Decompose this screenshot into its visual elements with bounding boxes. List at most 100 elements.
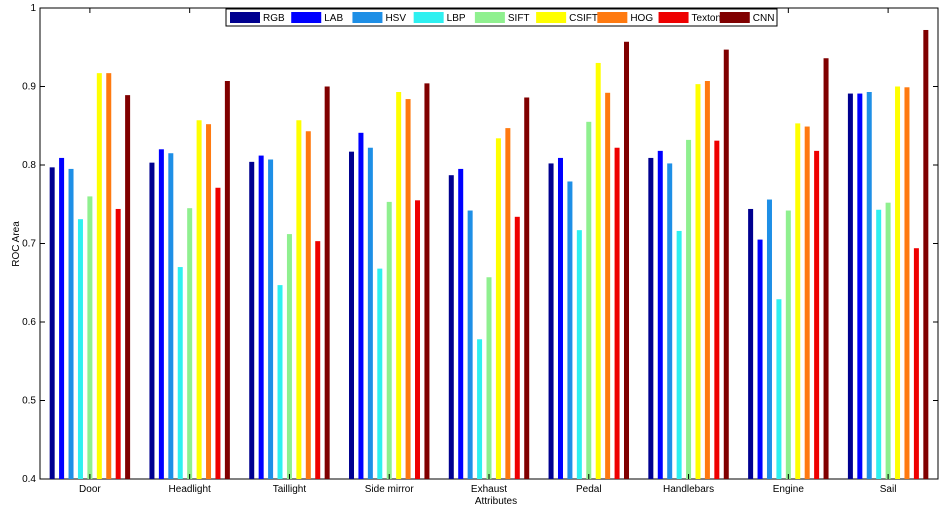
bar — [785, 210, 791, 479]
bar — [386, 201, 392, 479]
bar — [268, 159, 274, 479]
bar — [714, 140, 720, 480]
bar — [115, 208, 121, 479]
legend-swatch — [413, 12, 444, 23]
bar — [305, 131, 311, 479]
y-tick-label: 0.5 — [22, 396, 36, 407]
bar — [324, 86, 330, 479]
ticks: 0.4 0.5 0.6 0.7 0.8 0.9 1 Door Headlight Tailligh… — [22, 3, 938, 495]
bar — [215, 187, 221, 479]
bar — [224, 81, 230, 479]
bar — [358, 132, 364, 479]
bar — [885, 202, 891, 479]
y-tick-label: 0.6 — [22, 317, 36, 328]
legend-label: LAB — [324, 13, 343, 24]
y-axis-label: ROC Area — [11, 221, 22, 267]
x-tick-label: Engine — [773, 484, 805, 495]
legend-label: HSV — [385, 13, 406, 24]
bar — [77, 219, 83, 480]
bar — [187, 208, 193, 479]
y-tick-label: 0.8 — [22, 160, 36, 171]
x-tick-label: Headlight — [169, 484, 211, 495]
bar — [448, 175, 454, 479]
bar — [614, 147, 620, 480]
x-tick-label: Handlebars — [663, 484, 714, 495]
bar — [814, 150, 820, 479]
bar — [467, 210, 473, 479]
bar — [315, 241, 321, 479]
bar — [396, 92, 402, 479]
legend-label: HOG — [630, 13, 653, 24]
legend-swatch — [474, 12, 505, 23]
legend: RGB LAB HSV LBP SIFT CSIFT HOG Texton CNN — [225, 8, 778, 27]
bar — [895, 86, 901, 479]
bar — [524, 97, 530, 480]
bar — [723, 49, 729, 480]
bar — [68, 168, 74, 480]
bar — [514, 216, 520, 479]
bar — [704, 81, 710, 479]
bar — [458, 168, 464, 480]
legend-swatch — [536, 12, 567, 23]
bar — [648, 157, 654, 479]
bar — [866, 92, 872, 479]
bar — [776, 299, 782, 479]
y-tick-label: 0.4 — [22, 474, 36, 485]
bar — [249, 161, 255, 480]
bar — [676, 230, 682, 479]
x-tick-label: Sail — [880, 484, 897, 495]
x-tick-label: Door — [79, 484, 101, 495]
legend-label: Texton — [692, 13, 721, 24]
bar — [424, 83, 430, 480]
bar — [349, 151, 355, 479]
bar — [876, 209, 882, 479]
bar — [857, 93, 863, 479]
bar — [106, 73, 112, 480]
bar — [168, 153, 174, 480]
y-tick-label: 1 — [30, 3, 36, 14]
bar — [277, 285, 283, 479]
x-axis-label: Attributes — [475, 496, 517, 507]
bar — [748, 208, 754, 479]
bar — [657, 150, 663, 479]
bar — [477, 339, 483, 479]
bar — [367, 147, 373, 480]
bar — [605, 92, 611, 479]
bar — [695, 84, 701, 479]
bar — [59, 157, 65, 479]
bar — [913, 248, 919, 479]
bar — [87, 196, 93, 479]
legend-swatch — [291, 12, 322, 23]
bar — [96, 73, 102, 480]
bar — [586, 121, 592, 479]
bar — [495, 138, 501, 479]
bar — [296, 120, 302, 479]
bar — [567, 181, 573, 480]
bars — [49, 29, 929, 480]
bar — [757, 239, 763, 479]
legend-swatch — [719, 12, 750, 23]
legend-swatch — [352, 12, 383, 23]
bar — [196, 120, 202, 479]
legend-swatch — [230, 12, 260, 23]
legend-label: SIFT — [508, 13, 530, 24]
bar — [795, 123, 801, 479]
bar — [206, 124, 212, 480]
bar — [505, 128, 511, 480]
bar — [766, 199, 772, 480]
bar — [823, 58, 829, 480]
legend-label: RGB — [263, 13, 285, 24]
bar — [177, 267, 183, 479]
bar — [904, 87, 910, 479]
bar — [149, 162, 155, 479]
bar — [49, 167, 55, 479]
bar — [595, 62, 601, 479]
legend-label: CNN — [753, 13, 775, 24]
x-tick-label: Taillight — [273, 484, 307, 495]
x-tick-label: Pedal — [576, 484, 602, 495]
y-tick-label: 0.9 — [22, 82, 36, 93]
bar — [667, 163, 673, 479]
bar — [624, 41, 629, 479]
legend-swatch — [658, 12, 689, 23]
